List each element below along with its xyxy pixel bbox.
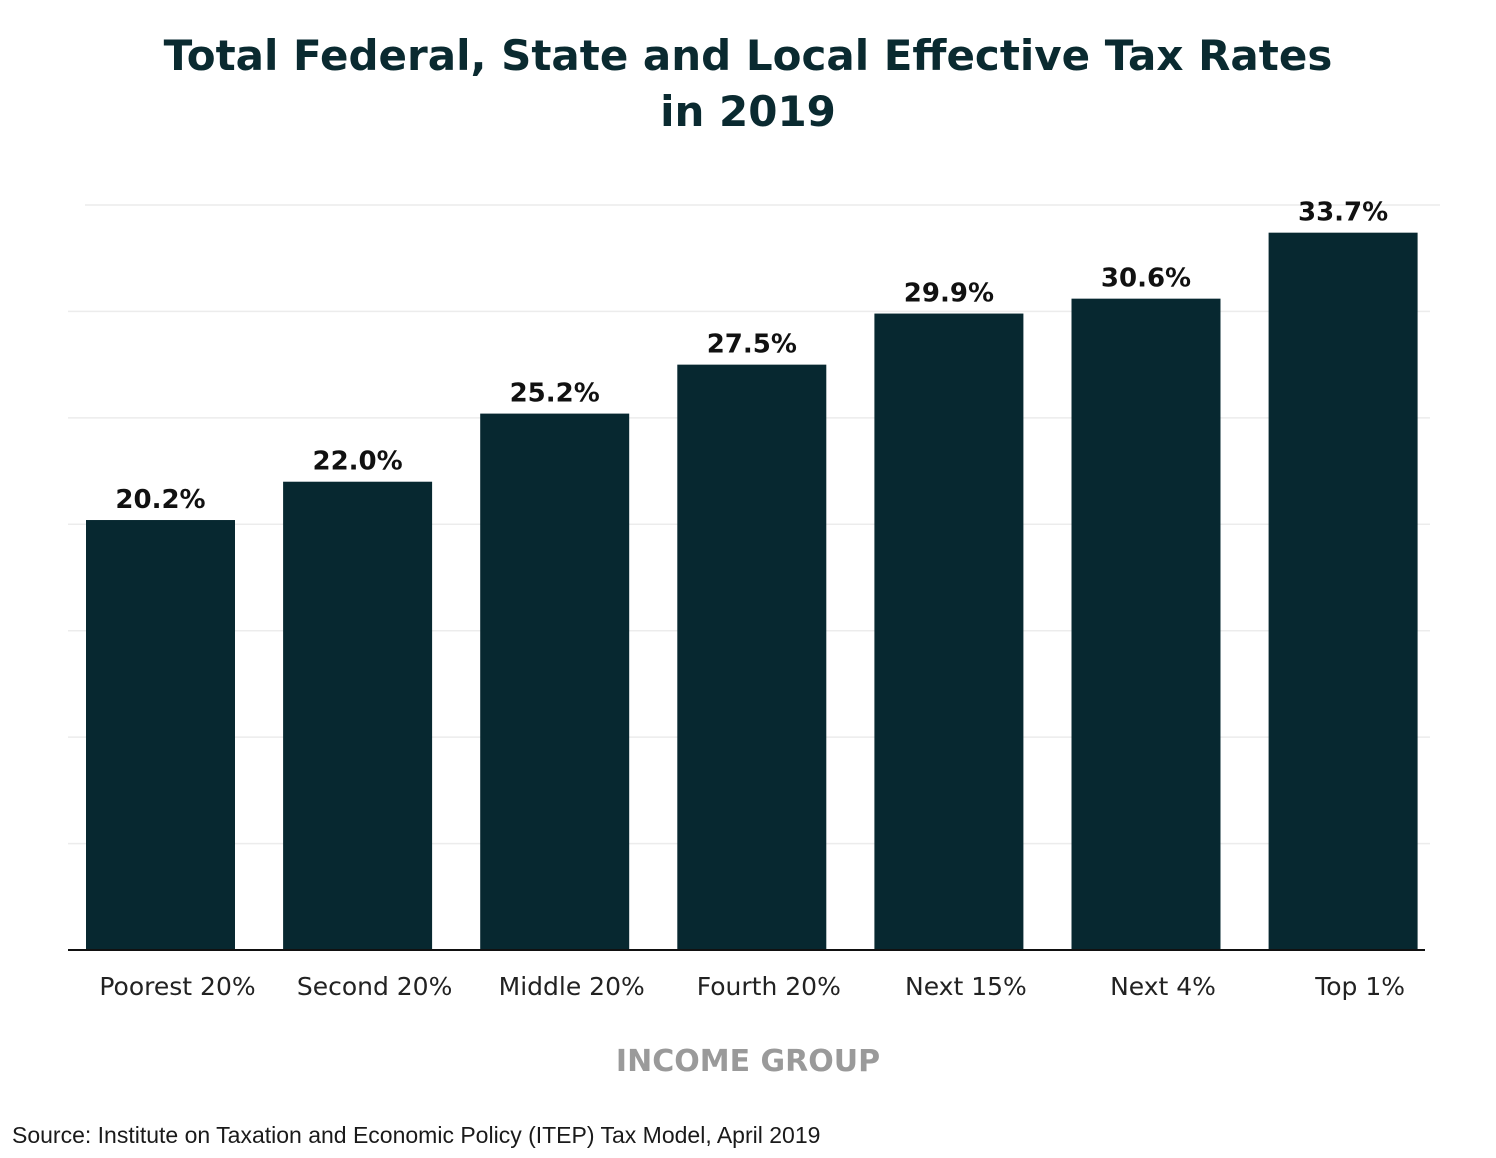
chart-title-line2: in 2019 <box>660 87 836 136</box>
x-tick-label: Second 20% <box>297 972 453 1001</box>
bar <box>874 313 1024 950</box>
data-label: 33.7% <box>1298 198 1388 228</box>
x-tick-label: Poorest 20% <box>99 972 255 1001</box>
data-label: 29.9% <box>904 279 994 309</box>
data-label: 25.2% <box>510 379 600 409</box>
bar <box>1268 232 1418 950</box>
data-label: 20.2% <box>115 485 205 515</box>
x-tick-label: Top 1% <box>1314 972 1405 1001</box>
bar <box>86 520 235 950</box>
data-label: 27.5% <box>707 330 797 360</box>
chart-title-line1: Total Federal, State and Local Effective… <box>163 31 1333 80</box>
source-note: Source: Institute on Taxation and Econom… <box>12 1122 821 1148</box>
bar <box>480 413 630 951</box>
data-label: 22.0% <box>312 447 402 477</box>
data-label: 30.6% <box>1101 264 1191 294</box>
bar <box>283 481 433 950</box>
x-tick-label: Next 4% <box>1110 972 1216 1001</box>
bar <box>677 364 827 951</box>
x-axis-label: INCOME GROUP <box>615 1044 881 1079</box>
bar <box>1071 298 1221 951</box>
x-tick-label: Next 15% <box>905 972 1027 1001</box>
x-tick-label: Fourth 20% <box>697 972 841 1001</box>
chart-title: Total Federal, State and Local Effective… <box>0 28 1496 140</box>
x-tick-label: Middle 20% <box>499 972 645 1001</box>
